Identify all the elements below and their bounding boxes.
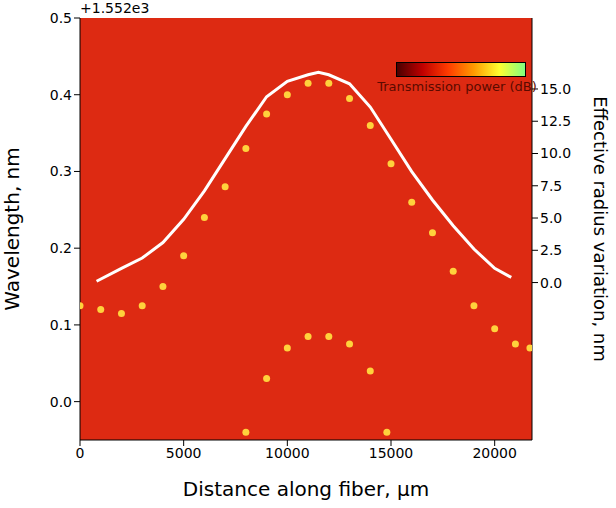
html-text:Transmission power (dB): Transmission power (dB) (377, 79, 537, 94)
svg-text:Distance along fiber, µm: Distance along fiber, µm (183, 477, 429, 501)
svg-text:0.4: 0.4 (50, 87, 72, 103)
svg-text:Effective radius variation, nm: Effective radius variation, nm (590, 96, 611, 362)
svg-text:2.5: 2.5 (540, 242, 562, 258)
svg-text:Wavelength, nm: Wavelength, nm (0, 147, 24, 311)
svg-text:0.5: 0.5 (50, 10, 72, 26)
svg-text:15.0: 15.0 (540, 81, 571, 97)
svg-text:0.0: 0.0 (50, 394, 72, 410)
svg-text:0.3: 0.3 (50, 163, 72, 179)
svg-text:12.5: 12.5 (540, 113, 571, 129)
svg-text:7.5: 7.5 (540, 178, 562, 194)
svg-text:5.0: 5.0 (540, 210, 562, 226)
svg-text:0.0: 0.0 (540, 275, 562, 291)
svg-text:0: 0 (76, 445, 85, 461)
svg-text:10.0: 10.0 (540, 145, 571, 161)
svg-text:5000: 5000 (166, 445, 202, 461)
svg-text:0.1: 0.1 (50, 317, 72, 333)
svg-text:20000: 20000 (472, 445, 517, 461)
svg-text:10000: 10000 (265, 445, 310, 461)
svg-text:15000: 15000 (369, 445, 414, 461)
html-text:+1.552e3: +1.552e3 (80, 0, 150, 16)
svg-text:0.2: 0.2 (50, 240, 72, 256)
